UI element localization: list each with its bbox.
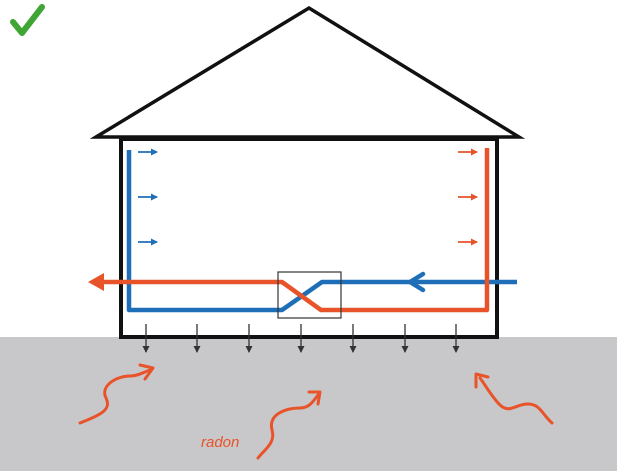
exhaust-outlet-arrow: [88, 273, 104, 291]
radon-arrow-left: [78, 368, 152, 425]
radon-arrows: [78, 363, 554, 460]
exhaust-air-duct: [100, 148, 490, 313]
radon-arrow-right: [478, 376, 554, 425]
heat-exchanger: [277, 271, 342, 319]
exhaust-air-arrows: [458, 148, 478, 246]
radon-label: radon: [201, 434, 239, 451]
supply-intake-arrow: [407, 271, 426, 293]
supply-air-arrows: [138, 148, 158, 246]
pressure-arrows: [142, 324, 460, 353]
radon-arrow-center: [256, 393, 320, 460]
checkmark-icon: [10, 4, 45, 36]
house-roof: [89, 5, 526, 139]
radon-arrowhead-center: [307, 390, 322, 406]
radon-arrowhead-left: [138, 363, 155, 381]
radon-arrowhead-right: [474, 372, 490, 389]
house-walls: [119, 137, 499, 339]
